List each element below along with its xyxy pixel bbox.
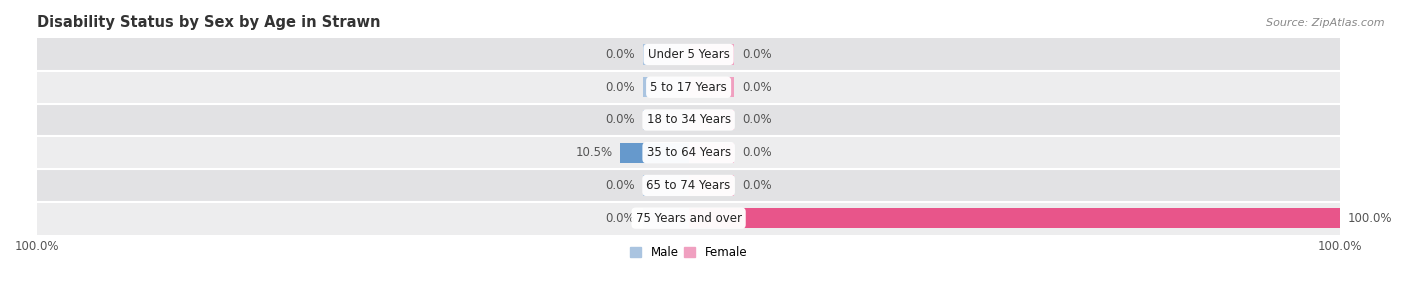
Bar	[37, 136, 1340, 169]
Bar	[689, 208, 1340, 228]
Bar	[689, 208, 1340, 228]
Text: 0.0%: 0.0%	[606, 179, 636, 192]
Bar	[643, 110, 689, 130]
Bar	[37, 71, 1340, 104]
Bar	[689, 208, 1340, 228]
Text: 0.0%: 0.0%	[606, 48, 636, 61]
Text: 0.0%: 0.0%	[742, 146, 772, 159]
Text: Source: ZipAtlas.com: Source: ZipAtlas.com	[1267, 18, 1385, 28]
Bar	[643, 77, 689, 97]
Legend: Male, Female: Male, Female	[624, 242, 752, 264]
Bar	[620, 143, 689, 163]
Bar	[643, 44, 689, 65]
Bar	[689, 77, 734, 97]
Text: 35 to 64 Years: 35 to 64 Years	[647, 146, 731, 159]
Bar	[37, 104, 1340, 136]
Text: Disability Status by Sex by Age in Strawn: Disability Status by Sex by Age in Straw…	[37, 15, 381, 30]
Text: 18 to 34 Years: 18 to 34 Years	[647, 113, 731, 126]
Text: 65 to 74 Years: 65 to 74 Years	[647, 179, 731, 192]
Text: 0.0%: 0.0%	[606, 212, 636, 225]
Bar	[689, 143, 734, 163]
Text: 0.0%: 0.0%	[742, 81, 772, 94]
Bar	[37, 38, 1340, 71]
Bar	[643, 175, 689, 195]
Text: 0.0%: 0.0%	[742, 179, 772, 192]
Bar	[689, 110, 734, 130]
Text: 0.0%: 0.0%	[742, 113, 772, 126]
Bar	[37, 202, 1340, 234]
Bar	[689, 175, 734, 195]
Bar	[37, 169, 1340, 202]
Text: 0.0%: 0.0%	[606, 113, 636, 126]
Bar	[620, 143, 689, 163]
Text: 0.0%: 0.0%	[742, 48, 772, 61]
Text: 100.0%: 100.0%	[1348, 212, 1392, 225]
Text: 10.5%: 10.5%	[575, 146, 613, 159]
Text: Under 5 Years: Under 5 Years	[648, 48, 730, 61]
Bar	[689, 44, 734, 65]
Text: 5 to 17 Years: 5 to 17 Years	[650, 81, 727, 94]
Text: 0.0%: 0.0%	[606, 81, 636, 94]
Bar	[643, 208, 689, 228]
Bar	[620, 143, 689, 163]
Text: 75 Years and over: 75 Years and over	[636, 212, 741, 225]
